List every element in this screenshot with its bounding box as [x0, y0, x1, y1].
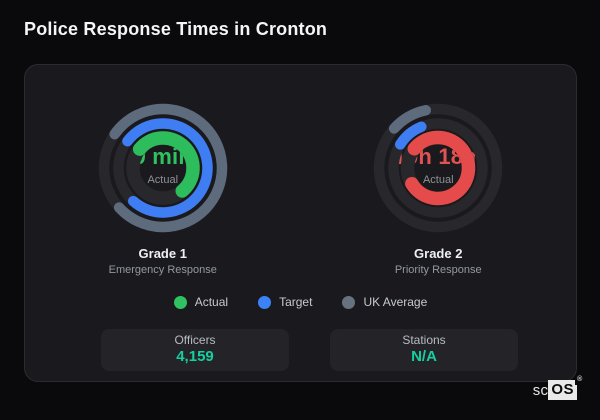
legend-item-target[interactable]: Target	[258, 295, 312, 309]
stations-stat-tile: Stations N/A	[330, 329, 518, 371]
target-ring-track	[388, 118, 488, 218]
target-ring-arc	[121, 118, 213, 218]
stations-stat-value: N/A	[411, 348, 437, 365]
scos-logo-os-letters: OS	[551, 381, 574, 398]
legend-item-actual[interactable]: Actual	[173, 295, 229, 309]
scos-logo: sc OS ®	[532, 375, 585, 400]
actual-ring-arc	[132, 131, 200, 198]
uk-average-ring-arc	[109, 103, 227, 233]
uk-average-legend-dot-icon	[342, 295, 356, 309]
grade-1-gauge-rings	[98, 103, 227, 233]
grade-2-title: Grade 2	[414, 246, 463, 261]
actual-ring-arc	[405, 130, 476, 206]
registered-trademark-icon: ®	[575, 375, 585, 385]
officers-stat-value: 4,159	[176, 348, 214, 365]
officers-stat-label: Officers	[174, 333, 216, 347]
grade-1-title: Grade 1	[138, 246, 187, 261]
legend-label-actual: Actual	[194, 295, 229, 309]
legend-label-uk-average: UK Average	[363, 295, 428, 309]
grade-2-gauge-chart: 10h 18m Actual	[363, 93, 513, 243]
officers-stat-tile: Officers 4,159	[101, 329, 289, 371]
scos-logo-text-os: OS ®	[548, 375, 585, 400]
uk-average-ring-track	[374, 103, 503, 233]
scos-logo-text-sc: sc	[532, 381, 549, 399]
target-legend-dot-icon	[258, 295, 272, 309]
page-title: Police Response Times in Cronton	[24, 19, 328, 39]
grade-1-actual-caption: Actual	[147, 174, 179, 186]
response-times-card: 9 min Actual Grade 1 Emergency Response …	[24, 64, 577, 382]
grade-2-actual-caption: Actual	[422, 174, 454, 186]
grade-1-subtitle: Emergency Response	[108, 264, 217, 276]
target-ring-arc	[395, 121, 427, 150]
legend-label-target: Target	[279, 295, 313, 309]
chart-legend: Actual Target UK Average	[25, 295, 576, 309]
legend-item-uk-average[interactable]: UK Average	[342, 295, 427, 309]
gauges-row: 9 min Actual Grade 1 Emergency Response …	[25, 93, 576, 276]
gauge-column-grade-1: 9 min Actual Grade 1 Emergency Response	[25, 93, 301, 276]
actual-legend-dot-icon	[173, 295, 187, 309]
stations-stat-label: Stations	[402, 333, 446, 347]
uk-average-ring-arc	[389, 105, 432, 134]
grade-2-gauge-rings	[374, 103, 503, 233]
gauge-column-grade-2: 10h 18m Actual Grade 2 Priority Response	[301, 93, 577, 276]
grade-1-gauge-chart: 9 min Actual	[88, 93, 238, 243]
grade-2-subtitle: Priority Response	[394, 264, 482, 276]
stats-row: Officers 4,159 Stations N/A	[25, 329, 576, 371]
